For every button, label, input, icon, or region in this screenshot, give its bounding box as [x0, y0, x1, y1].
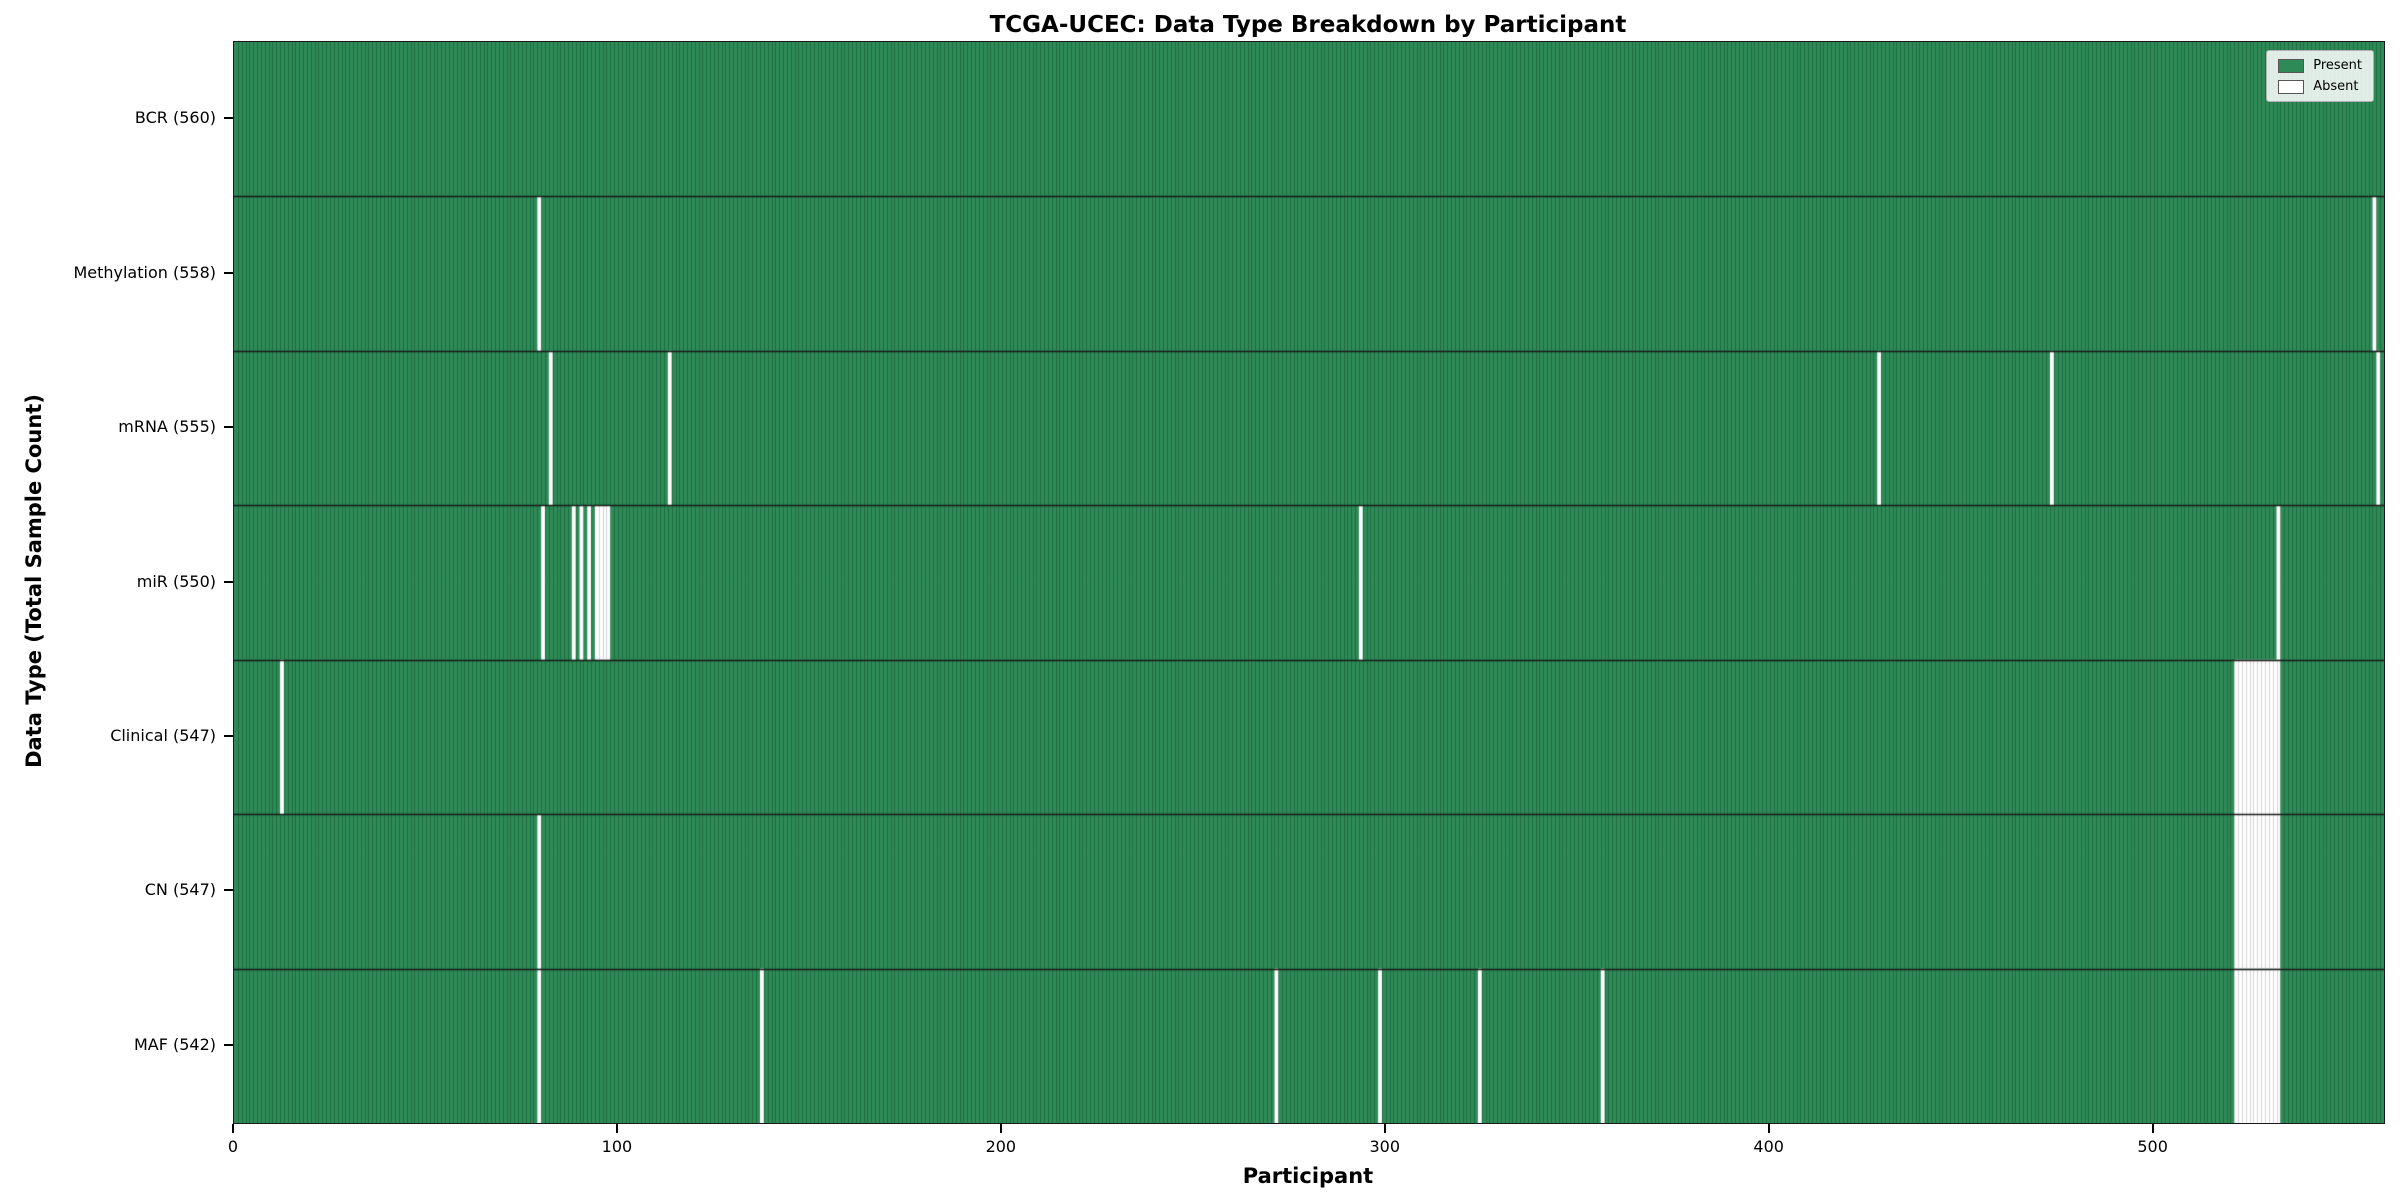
- y-tick-mark: [224, 1043, 233, 1046]
- legend-label-absent: Absent: [2313, 79, 2359, 94]
- y-tick-label: BCR (560): [134, 108, 216, 128]
- chart-title: TCGA-UCEC: Data Type Breakdown by Partic…: [989, 12, 1627, 38]
- legend-label-present: Present: [2313, 58, 2362, 73]
- x-tick-mark: [999, 1124, 1002, 1133]
- legend: Present Absent: [2266, 50, 2374, 102]
- y-tick-label: MAF (542): [133, 1034, 216, 1054]
- y-tick-label: mRNA (555): [118, 417, 216, 437]
- x-tick-label: 300: [1369, 1137, 1401, 1156]
- legend-item-present: Present: [2278, 58, 2362, 73]
- x-tick-label: 500: [2137, 1137, 2168, 1156]
- y-tick-label: miR (550): [136, 571, 216, 591]
- y-tick-mark: [224, 271, 233, 274]
- y-tick-mark: [224, 117, 233, 120]
- plot-area: Present Absent: [233, 41, 2385, 1124]
- x-tick-label: 100: [601, 1137, 633, 1156]
- y-tick-mark: [224, 889, 233, 892]
- x-axis-label: Participant: [1242, 1164, 1374, 1188]
- present-swatch: [2278, 58, 2305, 73]
- y-tick-mark: [224, 580, 233, 583]
- y-tick-label: Methylation (558): [73, 262, 216, 282]
- x-tick-mark: [1383, 1124, 1386, 1133]
- x-tick-mark: [1767, 1124, 1770, 1133]
- x-tick-mark: [615, 1124, 618, 1133]
- y-tick-label: Clinical (547): [110, 725, 216, 745]
- x-tick-label: 200: [985, 1137, 1017, 1156]
- x-tick-mark: [232, 1124, 234, 1133]
- absent-swatch: [2278, 79, 2305, 94]
- x-tick-label: 400: [1753, 1137, 1784, 1156]
- x-tick-mark: [2151, 1124, 2154, 1133]
- y-tick-mark: [224, 426, 233, 429]
- y-tick-mark: [224, 734, 233, 737]
- heatmap-canvas: [234, 42, 2384, 1123]
- y-tick-label: CN (547): [144, 880, 216, 900]
- legend-item-absent: Absent: [2278, 79, 2362, 94]
- x-tick-label: 0: [227, 1137, 239, 1156]
